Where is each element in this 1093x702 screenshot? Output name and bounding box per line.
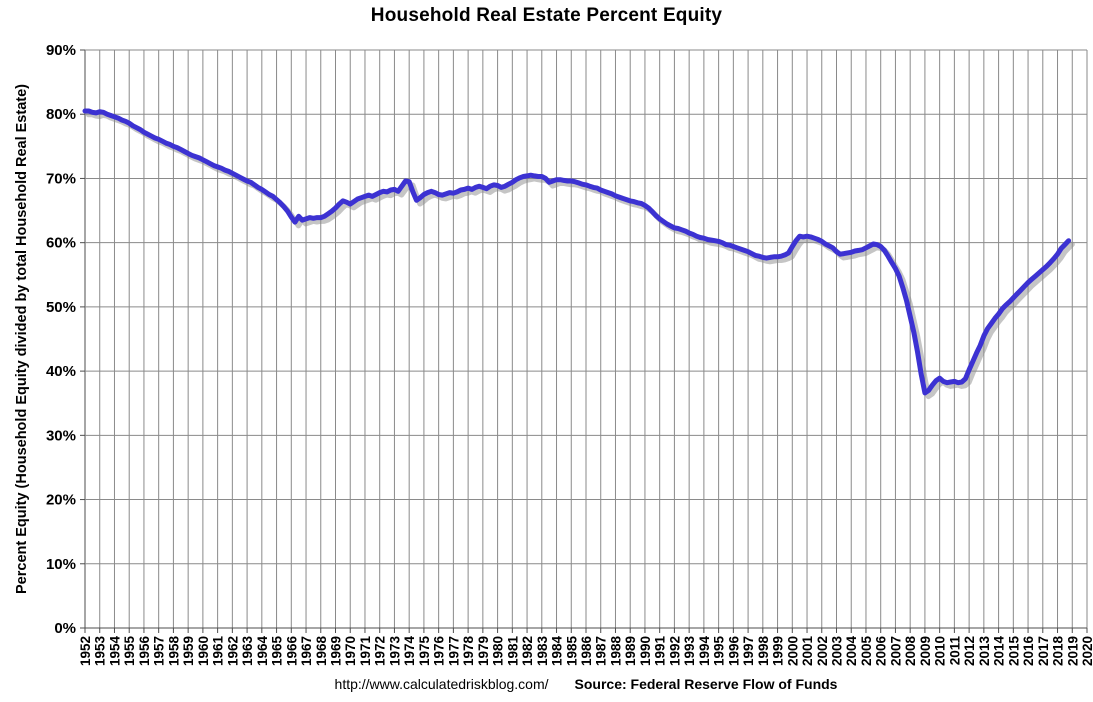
svg-text:1955: 1955 [122, 636, 137, 667]
svg-text:1967: 1967 [299, 636, 314, 666]
svg-text:1991: 1991 [653, 636, 668, 667]
svg-text:1997: 1997 [741, 636, 756, 666]
svg-text:1981: 1981 [505, 636, 520, 667]
svg-text:1957: 1957 [152, 636, 167, 666]
svg-text:1978: 1978 [461, 636, 476, 667]
svg-text:1998: 1998 [756, 636, 771, 667]
svg-text:30%: 30% [46, 427, 76, 444]
svg-text:2008: 2008 [903, 636, 918, 667]
svg-text:2017: 2017 [1036, 636, 1051, 666]
svg-text:2019: 2019 [1065, 636, 1080, 666]
chart-title: Household Real Estate Percent Equity [370, 5, 723, 26]
svg-text:1963: 1963 [240, 636, 255, 667]
footer-source: Source: Federal Reserve Flow of Funds [574, 676, 838, 692]
svg-text:1995: 1995 [712, 636, 727, 667]
y-axis-labels: 0% 10% 20% 30% 40% 50% 60% 70% 80% 90% [46, 42, 76, 637]
svg-text:1989: 1989 [623, 636, 638, 666]
data-line [82, 108, 1072, 396]
svg-text:1973: 1973 [387, 636, 402, 667]
svg-text:2005: 2005 [859, 636, 874, 667]
svg-text:2012: 2012 [962, 636, 977, 666]
svg-text:90%: 90% [46, 42, 76, 59]
svg-text:2001: 2001 [800, 636, 815, 667]
svg-text:1961: 1961 [211, 636, 226, 667]
svg-text:50%: 50% [46, 299, 76, 316]
svg-text:1958: 1958 [166, 636, 181, 667]
svg-text:1960: 1960 [196, 636, 211, 666]
svg-text:1988: 1988 [608, 636, 623, 667]
svg-text:1953: 1953 [93, 636, 108, 667]
svg-text:2011: 2011 [947, 636, 962, 666]
axis-ticks [80, 49, 1088, 633]
svg-text:2018: 2018 [1051, 636, 1066, 667]
svg-text:70%: 70% [46, 170, 76, 187]
svg-text:1986: 1986 [579, 636, 594, 667]
svg-text:2003: 2003 [830, 636, 845, 667]
svg-text:1977: 1977 [446, 636, 461, 666]
svg-text:1966: 1966 [284, 636, 299, 667]
svg-text:1968: 1968 [314, 636, 329, 667]
svg-text:1964: 1964 [255, 636, 270, 667]
svg-text:1996: 1996 [726, 636, 741, 667]
svg-text:10%: 10% [46, 556, 76, 573]
svg-text:1999: 1999 [771, 636, 786, 666]
svg-text:1952: 1952 [78, 636, 93, 666]
svg-text:1984: 1984 [550, 636, 565, 667]
svg-text:60%: 60% [46, 235, 76, 252]
svg-text:1956: 1956 [137, 636, 152, 667]
svg-text:20%: 20% [46, 492, 76, 509]
svg-text:2015: 2015 [1006, 636, 1021, 667]
svg-text:2020: 2020 [1080, 636, 1093, 666]
svg-text:2004: 2004 [844, 636, 859, 667]
svg-text:1971: 1971 [358, 636, 373, 667]
svg-text:1954: 1954 [107, 636, 122, 667]
svg-text:1994: 1994 [697, 636, 712, 667]
svg-text:80%: 80% [46, 106, 76, 123]
svg-text:2013: 2013 [977, 636, 992, 667]
svg-text:2002: 2002 [815, 636, 830, 666]
svg-text:1993: 1993 [682, 636, 697, 667]
svg-text:2016: 2016 [1021, 636, 1036, 667]
chart-footer: http://www.calculatedriskblog.com/ Sourc… [85, 676, 1087, 692]
svg-text:2010: 2010 [933, 636, 948, 666]
svg-text:1990: 1990 [638, 636, 653, 666]
svg-text:1970: 1970 [343, 636, 358, 666]
svg-text:1962: 1962 [225, 636, 240, 666]
svg-text:2009: 2009 [918, 636, 933, 666]
svg-text:1965: 1965 [270, 636, 285, 667]
svg-text:1976: 1976 [432, 636, 447, 667]
svg-text:2014: 2014 [992, 636, 1007, 667]
svg-text:1985: 1985 [564, 636, 579, 667]
svg-text:2000: 2000 [785, 636, 800, 666]
svg-text:1972: 1972 [373, 636, 388, 666]
svg-text:1983: 1983 [535, 636, 550, 667]
x-axis-labels: 1952 1953 1954 1955 1956 1957 1958 1959 1960 1961… [78, 636, 1093, 667]
svg-text:2007: 2007 [888, 636, 903, 666]
svg-text:40%: 40% [46, 363, 76, 380]
svg-text:1979: 1979 [476, 636, 491, 666]
svg-text:1959: 1959 [181, 636, 196, 666]
svg-text:1980: 1980 [491, 636, 506, 666]
svg-text:2006: 2006 [874, 636, 889, 667]
svg-text:1982: 1982 [520, 636, 535, 666]
svg-text:0%: 0% [54, 620, 76, 637]
svg-text:1974: 1974 [402, 636, 417, 667]
gridlines [84, 49, 1088, 629]
svg-text:1987: 1987 [594, 636, 609, 666]
svg-text:1992: 1992 [667, 636, 682, 666]
svg-text:1969: 1969 [329, 636, 344, 666]
footer-url: http://www.calculatedriskblog.com/ [334, 676, 549, 692]
svg-text:1975: 1975 [417, 636, 432, 667]
